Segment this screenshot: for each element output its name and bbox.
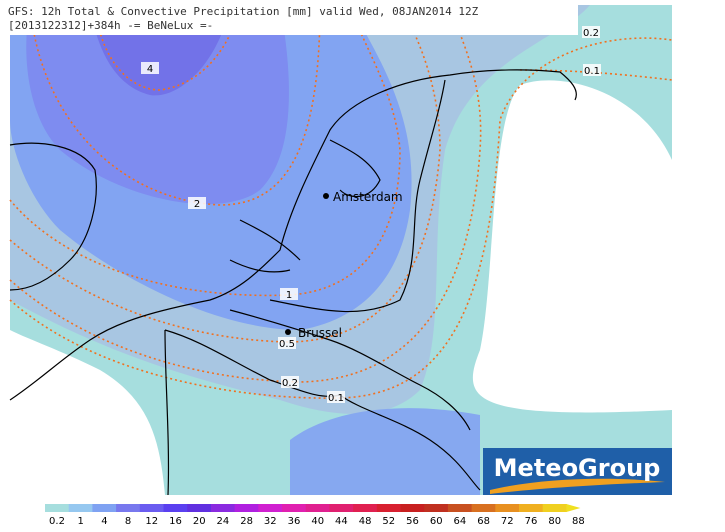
colorbar-label: 52 [382, 516, 395, 527]
colorbar-segment [258, 504, 283, 512]
contour-label: 1 [286, 290, 292, 301]
colorbar-label: 88 [572, 516, 585, 527]
contour-label-bg [582, 26, 600, 38]
contour-label-bg [280, 288, 298, 300]
colorbar-segment [424, 504, 449, 512]
colorbar-segment [542, 504, 567, 512]
contour [9, 4, 401, 297]
precip-band-2 [26, 5, 289, 205]
colorbar-segment [353, 504, 378, 512]
colorbar-label: 32 [264, 516, 277, 527]
colorbar-label: 16 [169, 516, 182, 527]
contour-label: 4 [147, 64, 153, 75]
precip-band-south [290, 408, 480, 495]
colorbar-label: 48 [359, 516, 372, 527]
colorbar-label: 68 [477, 516, 490, 527]
contour-label-bg [188, 197, 206, 209]
contour [94, 4, 241, 91]
contour-label-bg [141, 62, 159, 74]
border [164, 329, 170, 496]
colorbar-segment [519, 504, 544, 512]
colorbar-segment [305, 504, 330, 512]
city-label: Amsterdam [333, 190, 403, 204]
colorbar-label: 44 [335, 516, 348, 527]
map: Amsterdam Brussel 4 2 1 0.5 0.2 0.1 0.2 0.1 [9, 4, 673, 496]
contour-label: 0.2 [583, 28, 599, 39]
border [229, 309, 471, 431]
colorbar-label: 1 [78, 516, 84, 527]
colorbar-segment [45, 504, 70, 512]
coastlines-borders [9, 69, 577, 496]
contour-label: 0.1 [584, 66, 600, 77]
colorbar-label: 60 [430, 516, 443, 527]
city-dot [285, 329, 291, 335]
contour-label: 2 [194, 199, 200, 210]
contour-label-bg [583, 64, 601, 76]
contour-label-bg [278, 337, 296, 349]
header-line: GFS: 12h Total & Convective Precipitatio… [8, 5, 479, 18]
ijsselmeer [329, 139, 381, 198]
colorbar-segment [282, 504, 307, 512]
colorbar-segment [376, 504, 401, 512]
colorbar-segment [187, 504, 212, 512]
colorbar-label: 24 [217, 516, 230, 527]
colorbar-segment [329, 504, 354, 512]
coastline [9, 69, 577, 401]
city-label: Brussel [298, 326, 342, 340]
contour-labels: 4 2 1 0.5 0.2 0.1 0.2 0.1 [141, 26, 601, 404]
contour-label-bg [327, 391, 345, 403]
contours [9, 4, 673, 399]
colorbar-label: 80 [548, 516, 561, 527]
logo-swoosh [490, 478, 665, 494]
colorbar-label: 12 [145, 516, 158, 527]
city-dot [323, 193, 329, 199]
colorbar-label: 0.2 [49, 516, 65, 527]
colorbar: 0.2 1 4 8 12 16 20 24 28 32 36 40 44 48 52 56 60 64 68 72 76… [45, 504, 585, 527]
contour-label: 0.2 [282, 378, 298, 389]
colorbar-segment [447, 504, 473, 512]
contour-label: 0.1 [328, 393, 344, 404]
colorbar-segment [116, 504, 141, 512]
colorbar-segment [234, 504, 259, 512]
colorbar-label: 76 [525, 516, 538, 527]
colorbar-segment [400, 504, 425, 512]
colorbar-label: 40 [311, 516, 324, 527]
colorbar-segment [471, 504, 496, 512]
colorbar-segment [495, 504, 520, 512]
coastline [9, 142, 97, 291]
logo-text: MeteoGroup [494, 454, 661, 482]
colorbar-label: 8 [125, 516, 131, 527]
colorbar-label: 56 [406, 516, 419, 527]
colorbar-segment [139, 504, 164, 512]
colorbar-segment [92, 504, 117, 512]
header-box [5, 2, 578, 35]
header-line: [2013122312]+384h -= BeNeLux =- [8, 19, 213, 32]
colorbar-label: 72 [501, 516, 514, 527]
delta [229, 219, 301, 273]
colorbar-segment [163, 504, 188, 512]
contour [29, 4, 321, 206]
colorbar-label: 64 [454, 516, 467, 527]
colorbar-label: 36 [288, 516, 301, 527]
colorbar-label: 28 [240, 516, 253, 527]
colorbar-segment [68, 504, 93, 512]
contour-label-bg [281, 376, 299, 388]
colorbar-label: 20 [193, 516, 206, 527]
colorbar-segment [210, 504, 236, 512]
logo: MeteoGroup [483, 448, 672, 495]
contour [9, 4, 441, 343]
contour [9, 4, 482, 383]
border [269, 79, 446, 313]
colorbar-label: 4 [101, 516, 107, 527]
colorbar-arrow [566, 504, 581, 512]
contour-label: 0.5 [279, 339, 295, 350]
